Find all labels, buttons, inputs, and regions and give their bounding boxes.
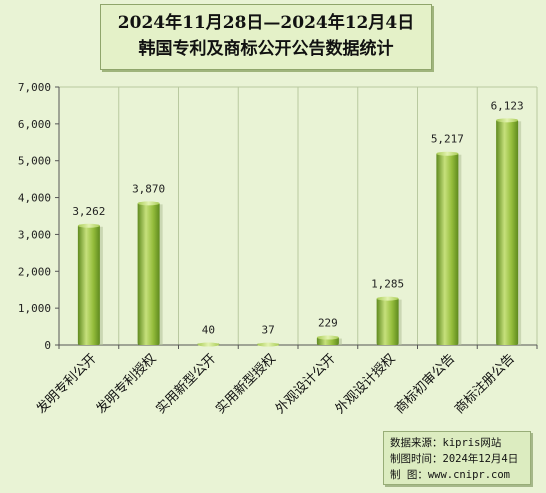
- x-tick-label: 实用新型授权: [212, 351, 278, 417]
- y-tick-label: 7,000: [18, 81, 51, 94]
- y-tick-label: 2,000: [18, 265, 51, 278]
- y-tick-label: 6,000: [18, 118, 51, 131]
- chart-title: 2024年11月28日—2024年12月4日: [117, 13, 415, 33]
- bar-cap: [436, 151, 459, 156]
- data-label: 37: [262, 324, 275, 337]
- y-tick-label: 0: [44, 339, 51, 352]
- x-tick-label: 发明专利授权: [93, 351, 159, 417]
- data-label: 1,285: [371, 278, 404, 291]
- y-tick-label: 4,000: [18, 192, 51, 205]
- y-tick-label: 1,000: [18, 302, 51, 315]
- chart-subtitle: 韩国专利及商标公开公告数据统计: [138, 39, 394, 59]
- bar-cap: [257, 342, 280, 347]
- bar-cap: [376, 296, 399, 301]
- x-tick-label: 商标注册公告: [452, 351, 518, 417]
- x-tick-label: 实用新型公开: [153, 351, 219, 417]
- bar: [436, 152, 459, 345]
- bar-cap: [316, 335, 339, 340]
- x-tick-label: 外观设计授权: [332, 351, 398, 417]
- source-line-2: 制图时间：2024年12月4日: [390, 453, 519, 465]
- chart-title-box: 2024年11月28日—2024年12月4日 韩国专利及商标公开公告数据统计: [100, 4, 432, 70]
- data-label: 229: [318, 317, 338, 330]
- data-label: 40: [202, 324, 215, 337]
- bar: [77, 224, 100, 345]
- source-box: 数据来源：kipris网站 制图时间：2024年12月4日 制 图：www.cn…: [383, 431, 531, 485]
- bar-cap: [197, 342, 220, 347]
- data-label: 3,870: [132, 182, 165, 195]
- data-label: 5,217: [431, 133, 464, 146]
- bar-cap: [137, 201, 160, 206]
- source-line-3: 制 图：www.cnipr.com: [390, 469, 511, 481]
- x-tick-label: 商标初审公告: [392, 351, 458, 417]
- x-tick-label: 外观设计公开: [273, 351, 339, 417]
- bar: [496, 119, 519, 345]
- bar-cap: [496, 118, 519, 123]
- data-label: 3,262: [72, 205, 105, 218]
- bar-cap: [77, 223, 100, 228]
- bar: [376, 297, 399, 345]
- data-label: 6,123: [491, 99, 524, 112]
- source-line-1: 数据来源：kipris网站: [390, 437, 502, 449]
- y-tick-label: 5,000: [18, 155, 51, 168]
- x-tick-label: 发明专利公开: [33, 351, 99, 417]
- y-tick-label: 3,000: [18, 228, 51, 241]
- bar: [137, 202, 160, 345]
